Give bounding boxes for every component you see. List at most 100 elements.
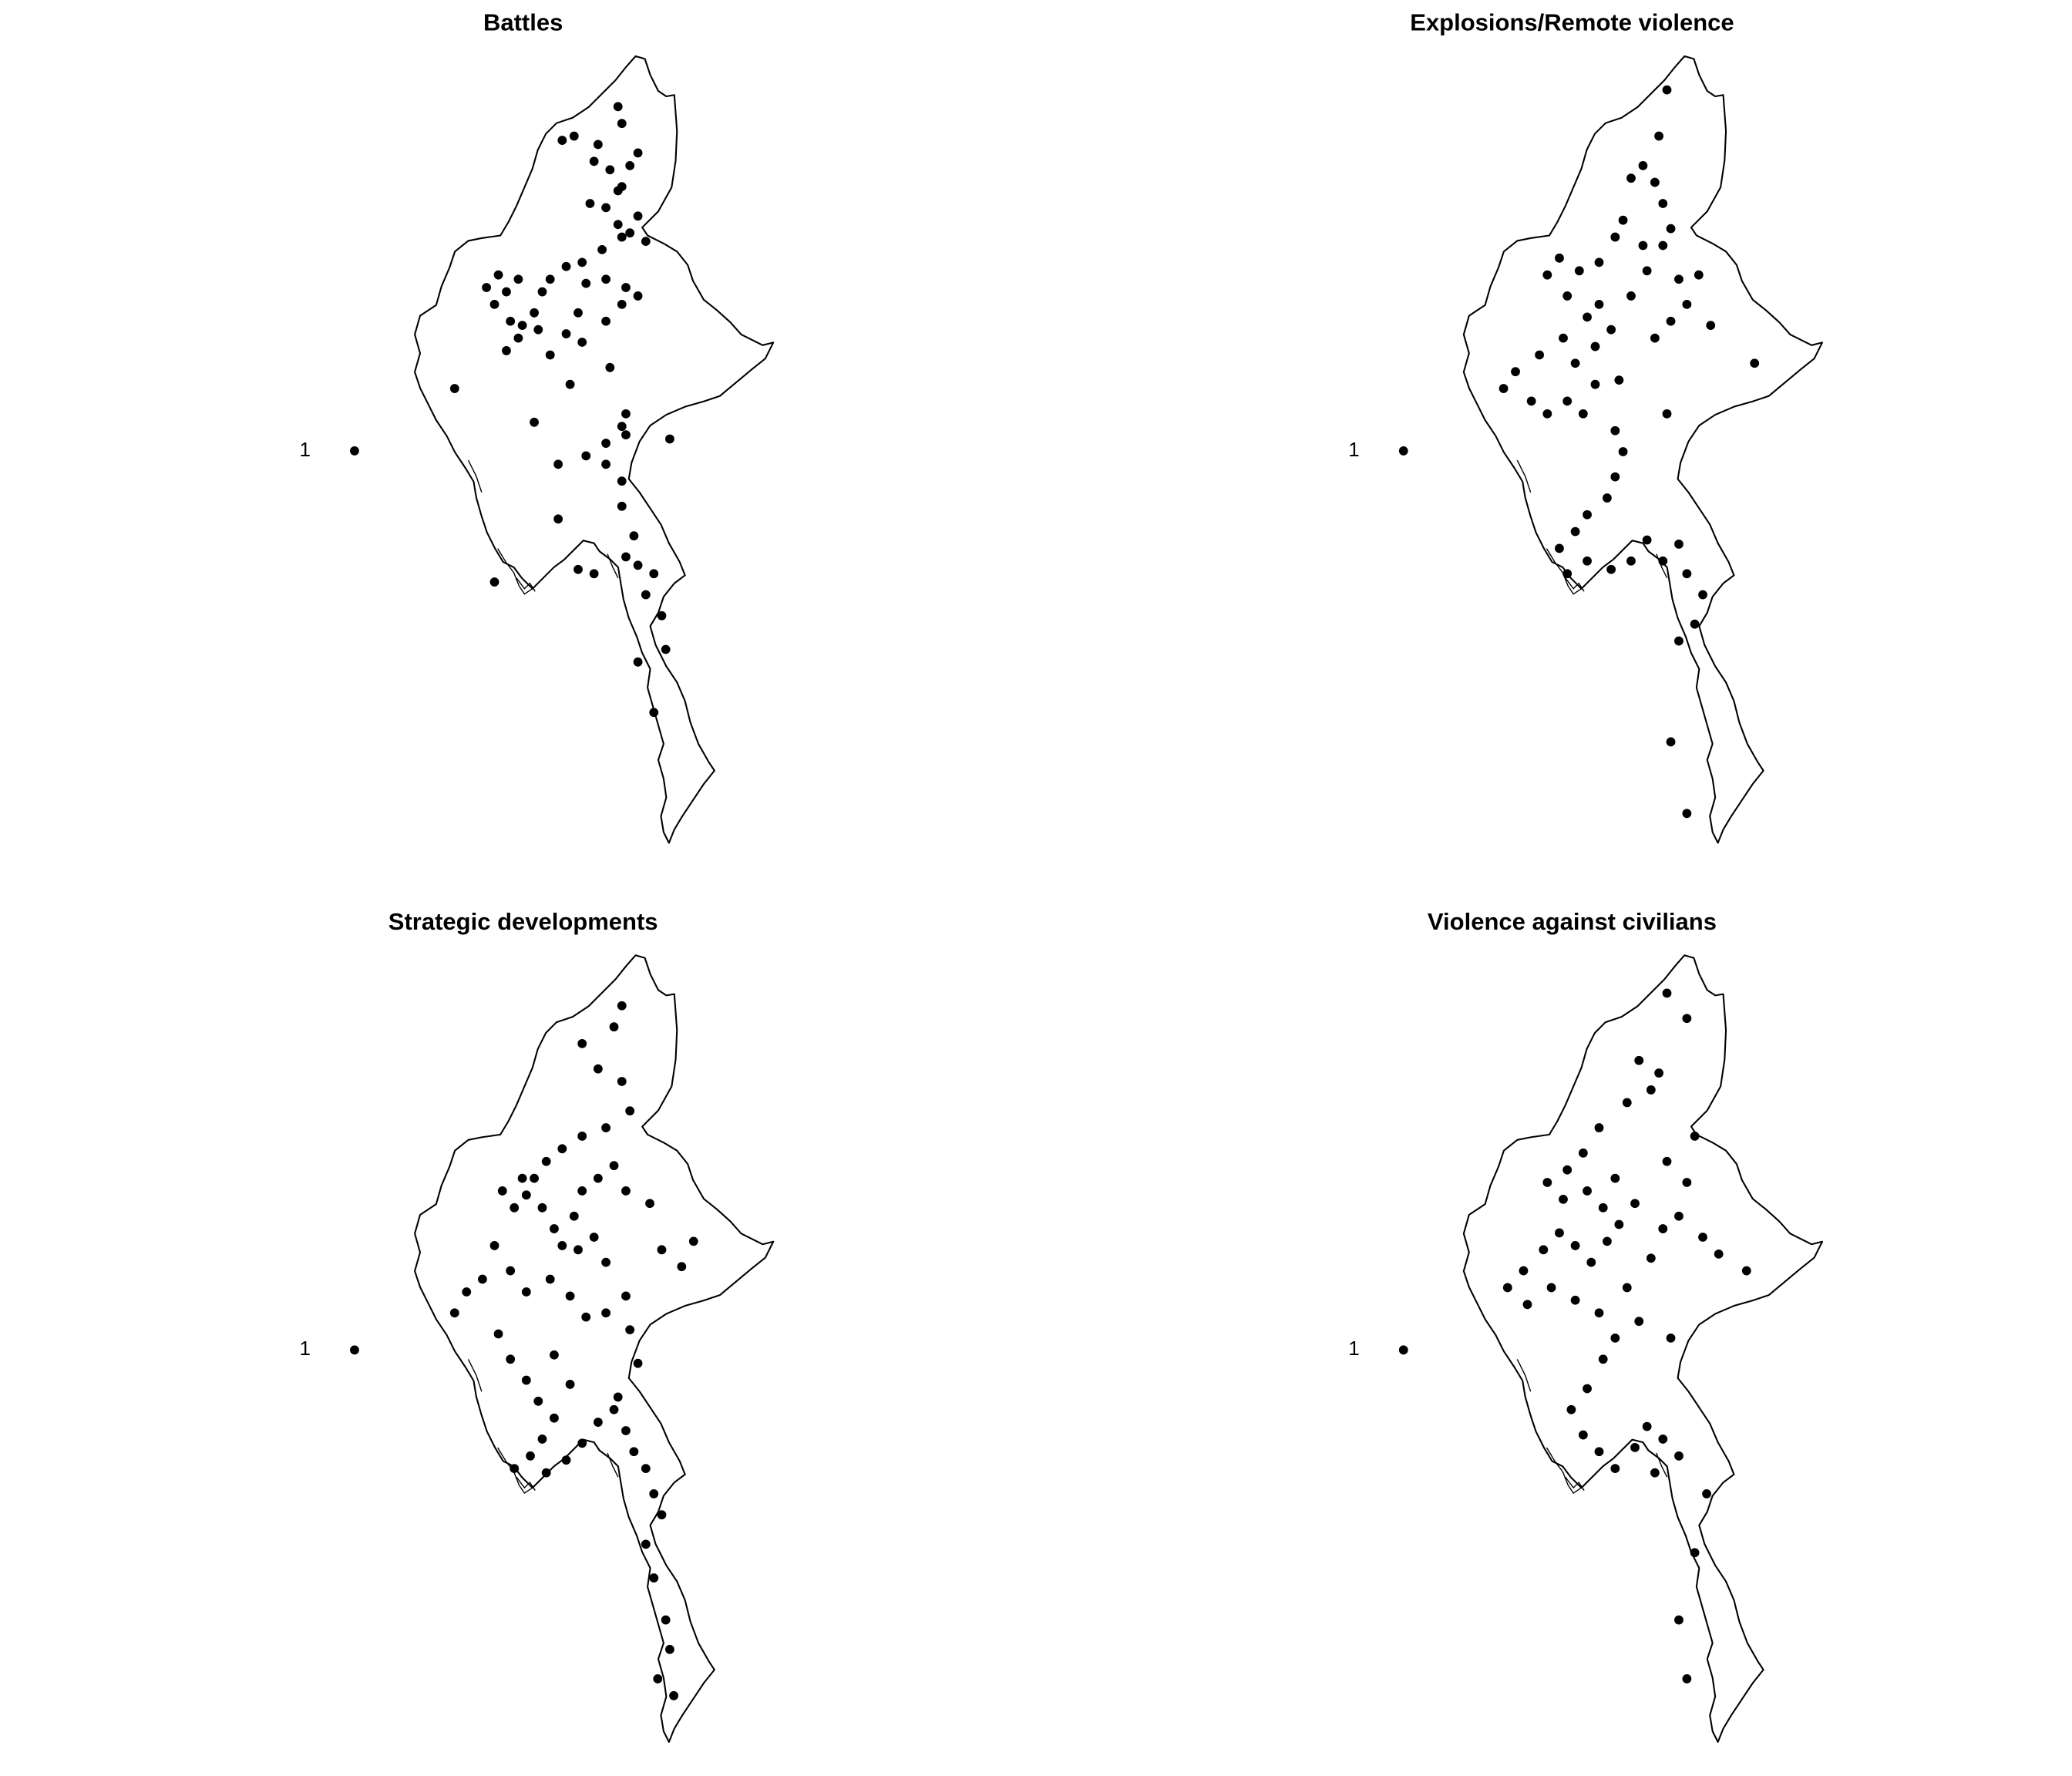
panel-explosions-remote-violence: Explosions/Remote violence 1 xyxy=(1348,8,1824,844)
event-point xyxy=(502,287,511,297)
event-point xyxy=(1539,1245,1549,1255)
event-point xyxy=(1626,173,1636,183)
coastline-detail xyxy=(497,548,533,595)
coastline-detail xyxy=(1656,1452,1668,1478)
size-legend-label: 1 xyxy=(300,438,311,461)
event-point xyxy=(581,1312,591,1322)
event-point xyxy=(1578,1148,1588,1158)
event-point xyxy=(1698,1233,1707,1242)
event-point xyxy=(1610,1464,1620,1474)
event-point xyxy=(565,1291,575,1301)
event-point xyxy=(530,308,539,318)
event-point xyxy=(617,1001,627,1011)
event-point xyxy=(510,1464,520,1474)
event-point xyxy=(649,1573,659,1583)
event-point xyxy=(533,325,543,335)
event-point xyxy=(1542,409,1552,419)
event-point xyxy=(1519,1266,1529,1276)
country-outline xyxy=(1462,55,1824,844)
event-point xyxy=(1590,341,1600,352)
event-point xyxy=(569,1211,579,1221)
event-point xyxy=(1658,1224,1668,1233)
event-point xyxy=(633,211,643,221)
event-point xyxy=(593,1418,603,1427)
event-point xyxy=(1694,270,1704,280)
event-point xyxy=(1666,737,1676,747)
event-point xyxy=(1642,266,1652,276)
event-point xyxy=(1674,636,1684,646)
event-point xyxy=(629,531,639,541)
event-point xyxy=(550,1413,559,1423)
event-point xyxy=(502,346,511,355)
event-point xyxy=(1646,1253,1656,1263)
event-point xyxy=(1562,1165,1572,1175)
size-legend-label: 1 xyxy=(1348,1337,1359,1360)
event-point xyxy=(1674,1211,1684,1221)
size-legend: 1 xyxy=(1348,438,1408,461)
event-point xyxy=(1634,1317,1644,1327)
event-point xyxy=(537,287,547,297)
event-point xyxy=(625,1106,635,1116)
coastline-detail xyxy=(1516,1359,1532,1392)
event-point xyxy=(561,261,571,271)
event-point xyxy=(1570,358,1580,368)
event-point xyxy=(633,657,643,667)
event-point xyxy=(613,102,623,112)
event-point xyxy=(1626,291,1636,301)
event-point xyxy=(649,1489,659,1498)
event-point xyxy=(617,476,627,486)
event-point xyxy=(1674,1615,1684,1625)
event-point xyxy=(1566,1404,1576,1414)
event-point xyxy=(601,203,610,213)
size-legend: 1 xyxy=(1348,1337,1408,1360)
event-point xyxy=(577,1038,587,1048)
event-point xyxy=(577,1186,587,1196)
event-point xyxy=(1666,224,1676,234)
event-point xyxy=(629,1447,639,1457)
event-point xyxy=(1638,160,1648,170)
event-point xyxy=(621,552,631,562)
event-point xyxy=(1562,396,1572,406)
event-point xyxy=(489,577,500,587)
event-point xyxy=(589,156,599,166)
event-point xyxy=(601,1308,610,1318)
size-legend-label: 1 xyxy=(1348,438,1359,461)
event-point xyxy=(513,333,523,343)
panel-title: Explosions/Remote violence xyxy=(1410,8,1734,35)
event-point xyxy=(609,1161,619,1171)
event-point xyxy=(545,350,555,360)
event-point xyxy=(1562,569,1572,579)
event-point xyxy=(1750,358,1760,368)
event-point xyxy=(577,1132,587,1141)
event-point xyxy=(1646,1085,1656,1095)
event-point xyxy=(601,1123,610,1132)
event-point xyxy=(1674,540,1684,549)
event-point xyxy=(530,1173,539,1183)
event-point xyxy=(577,338,587,347)
event-point xyxy=(449,1308,459,1318)
event-point xyxy=(1586,1257,1596,1267)
event-point xyxy=(1642,1421,1652,1431)
event-point xyxy=(625,160,635,170)
event-point xyxy=(545,1274,555,1284)
event-points xyxy=(1502,988,1751,1684)
event-point xyxy=(1614,1219,1624,1229)
coastline-detail xyxy=(516,1476,536,1491)
event-point xyxy=(669,1690,678,1700)
event-points xyxy=(449,1001,698,1700)
event-point xyxy=(641,1464,651,1474)
event-point xyxy=(1614,375,1624,385)
size-legend: 1 xyxy=(300,438,359,461)
event-point xyxy=(493,1329,503,1339)
event-point xyxy=(526,1451,535,1461)
event-point xyxy=(1654,131,1663,141)
event-point xyxy=(1583,510,1592,520)
size-legend-label: 1 xyxy=(300,1337,311,1360)
event-point xyxy=(1610,1333,1620,1343)
event-point xyxy=(1662,1156,1672,1166)
event-point xyxy=(550,1350,559,1360)
event-point xyxy=(553,514,563,524)
event-point xyxy=(1618,447,1628,456)
event-point xyxy=(661,644,671,654)
coastline-detail xyxy=(1656,553,1668,579)
